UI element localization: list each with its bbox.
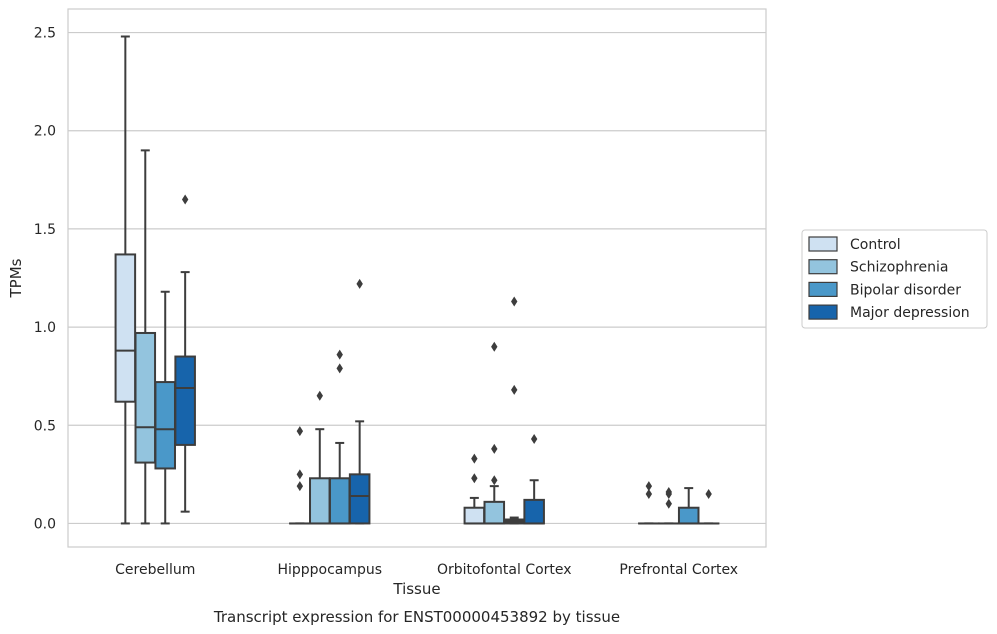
box-major-depression-3: [697, 488, 720, 525]
y-tick-label: 2.0: [34, 124, 56, 140]
box-iqr: [174, 355, 196, 446]
box-iqr: [328, 477, 351, 525]
box-control-2: [463, 453, 486, 525]
box-iqr: [523, 498, 545, 525]
outlier-point: [511, 384, 518, 395]
y-tick-labels: 0.0 0.5 1.0 1.5 2.0 2.5: [34, 26, 56, 533]
legend: Control Schizophrenia Bipolar disorder Majo…: [801, 229, 988, 329]
box-iqr: [483, 500, 506, 525]
outlier-point: [336, 349, 343, 360]
outlier-point: [511, 296, 518, 307]
plot-frame: [67, 8, 767, 548]
box-iqr: [114, 253, 137, 403]
outlier-point: [530, 434, 538, 445]
legend-swatch: [808, 304, 838, 320]
outlier-point: [665, 488, 672, 499]
y-tick-label: 0.0: [34, 516, 56, 532]
box-iqr: [463, 506, 486, 525]
box-iqr: [134, 331, 157, 464]
outlier-point: [705, 488, 712, 499]
y-tick-label: 1.0: [34, 320, 56, 336]
box-bipolar-disorder-0: [154, 290, 176, 525]
x-tick-label: Prefrontal Cortex: [619, 562, 738, 578]
box-control-0: [114, 35, 137, 525]
outlier-point: [471, 453, 478, 464]
outlier-point: [181, 194, 189, 205]
outlier-point: [336, 363, 343, 374]
box-groups: [114, 35, 720, 525]
box-iqr: [677, 506, 700, 525]
outlier-point: [316, 390, 323, 401]
outlier-point: [665, 498, 672, 509]
y-tick-label: 0.5: [34, 418, 56, 434]
legend-swatch: [808, 281, 838, 297]
x-tick-label: Hipppocampus: [277, 562, 382, 578]
x-tick-label: Cerebellum: [115, 562, 195, 578]
outlier-point: [296, 426, 304, 437]
legend-swatch: [808, 236, 838, 252]
legend-label: Control: [850, 237, 901, 253]
outlier-point: [491, 475, 498, 486]
legend-swatch: [808, 259, 838, 275]
outlier-point: [645, 488, 653, 499]
box-control-1: [289, 426, 311, 525]
x-axis-label: Tissue: [392, 580, 440, 598]
box-iqr: [309, 477, 331, 525]
box-schizophrenia-0: [134, 149, 157, 525]
legend-label: Bipolar disorder: [850, 282, 961, 298]
box-major-depression-0: [174, 194, 196, 513]
y-tick-label: 1.5: [34, 222, 56, 238]
box-schizophrenia-2: [483, 341, 506, 525]
box-major-depression-2: [523, 434, 545, 525]
box-iqr: [348, 473, 371, 525]
outlier-point: [491, 443, 498, 454]
outlier-point: [356, 278, 363, 289]
box-major-depression-1: [348, 278, 371, 525]
chart-caption: Transcript expression for ENST0000045389…: [213, 608, 620, 626]
outlier-point: [471, 473, 478, 484]
legend-frame: [801, 229, 988, 329]
outlier-point: [296, 481, 304, 492]
outlier-point: [491, 341, 498, 352]
y-axis-label: TPMs: [7, 258, 25, 298]
outlier-point: [296, 469, 304, 480]
x-tick-label: Orbitofontal Cortex: [437, 562, 572, 578]
legend-label: Major depression: [850, 305, 970, 321]
box-schizophrenia-3: [658, 487, 680, 525]
y-tick-label: 2.5: [34, 26, 56, 42]
outlier-point: [645, 481, 653, 492]
legend-label: Schizophrenia: [850, 260, 948, 276]
box-bipolar-disorder-1: [328, 349, 351, 525]
box-iqr: [154, 381, 176, 470]
box-bipolar-disorder-3: [677, 487, 700, 525]
x-tick-labels: Cerebellum Hipppocampus Orbitofontal Corte…: [115, 562, 738, 578]
